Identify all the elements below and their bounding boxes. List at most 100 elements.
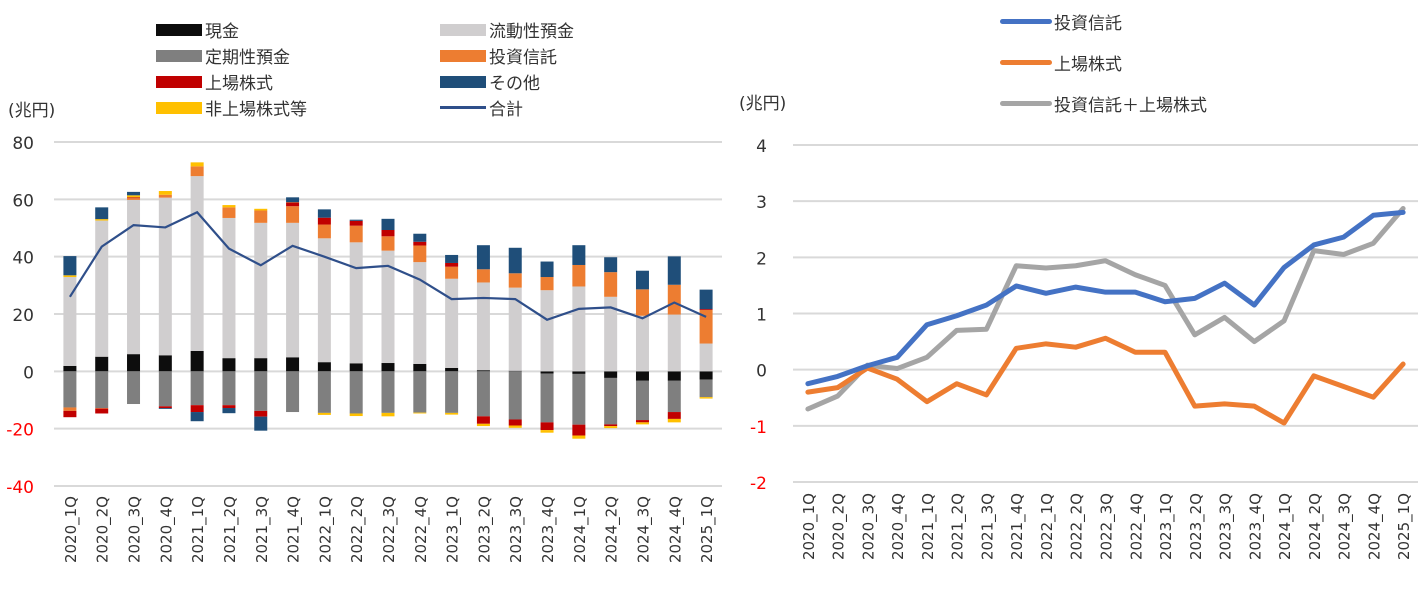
bar-segment-investment-trust: [190, 166, 204, 177]
bar-segment-investment-trust: [476, 269, 490, 283]
bar-segment-cash: [699, 371, 713, 380]
left-y-unit-label: (兆円): [8, 101, 56, 121]
right-y-unit-label: (兆円): [739, 94, 787, 114]
legend-swatch-investment-trust-line: [1000, 19, 1052, 24]
bar-segment-others: [508, 247, 522, 274]
legend-swatch-listed-stocks-line: [1000, 60, 1052, 65]
investment-trust-line: [805, 209, 1406, 387]
bar-segment-time-deposit: [508, 371, 522, 420]
legend-item-unlisted-stocks: 非上場株式等: [156, 95, 307, 120]
bar-segment-unlisted-stocks: [667, 418, 681, 423]
legend-item-combined-line: 投資信託＋上場株式: [1000, 91, 1207, 116]
bar-segment-unlisted-stocks: [254, 208, 268, 211]
x-tick-label: 2020_4Q: [157, 496, 176, 563]
x-tick-label: 2020_2Q: [94, 496, 113, 563]
bar-segment-unlisted-stocks: [95, 219, 109, 221]
bar-segment-listed-stocks: [572, 424, 586, 436]
legend-item-total: 合計: [440, 95, 523, 120]
y-tick-label: 0: [23, 363, 34, 383]
bar-segment-time-deposit: [63, 371, 77, 408]
bar-segment-others: [699, 289, 713, 310]
bar-segment-listed-stocks: [540, 422, 554, 431]
bar-segment-liquid-deposit: [667, 314, 681, 372]
bar-segment-others: [317, 209, 331, 218]
bar-segment-listed-stocks: [381, 230, 395, 237]
bar-segment-time-deposit: [158, 371, 172, 407]
bar-segment-cash: [95, 356, 109, 372]
x-tick-label: 2024_4Q: [1365, 493, 1384, 560]
legend-label: 上場株式: [1054, 55, 1122, 75]
bar-segment-unlisted-stocks: [317, 412, 331, 415]
bar-segment-others: [667, 256, 681, 285]
listed-stocks-line: [805, 335, 1406, 426]
bar-segment-listed-stocks: [699, 309, 713, 310]
x-tick-label: 2021_3Q: [978, 493, 997, 560]
bar-segment-investment-trust: [127, 198, 141, 200]
bar-segment-investment-trust: [604, 272, 618, 297]
y-tick-label: 3: [756, 193, 767, 213]
x-tick-label: 2022_3Q: [380, 496, 399, 563]
bar-segment-cash: [476, 370, 490, 372]
legend-label: 流動性預金: [489, 22, 574, 42]
legend-label: その他: [489, 74, 540, 94]
x-tick-label: 2022_4Q: [1127, 493, 1146, 560]
legend-label: 投資信託: [489, 48, 557, 68]
bar-segment-liquid-deposit: [604, 296, 618, 372]
bar-segment-time-deposit: [572, 373, 586, 425]
bar-segment-liquid-deposit: [445, 278, 459, 368]
y-tick-label: -2: [750, 474, 767, 494]
y-tick-label: -40: [6, 478, 34, 498]
bar-segment-cash: [572, 371, 586, 374]
bar-segment-liquid-deposit: [254, 222, 268, 359]
bar-segment-investment-trust: [286, 206, 300, 223]
bar-segment-investment-trust: [413, 245, 427, 263]
bar-segment-others: [286, 197, 300, 203]
x-tick-label: 2021_3Q: [253, 496, 272, 563]
bar-segment-listed-stocks: [254, 410, 268, 417]
bar-segment-cash: [635, 371, 649, 381]
x-tick-label: 2022_1Q: [1038, 493, 1057, 560]
y-tick-label: 0: [756, 362, 767, 382]
legend-swatch-others: [440, 75, 486, 88]
bar-segment-unlisted-stocks: [635, 422, 649, 425]
bar-segment-time-deposit: [127, 371, 141, 405]
bar-segment-cash: [508, 370, 522, 372]
bar-segment-liquid-deposit: [508, 287, 522, 371]
bar-segment-investment-trust: [540, 277, 554, 291]
bar-segment-unlisted-stocks: [604, 426, 618, 429]
y-tick-label: 20: [12, 306, 34, 326]
left-chart-panel: (兆円) 現金 流動性預金 定期性預金 投資信託 上場株式 その他 非上場株式等…: [6, 17, 722, 563]
bar-segment-liquid-deposit: [381, 250, 395, 364]
bar-segment-liquid-deposit: [699, 343, 713, 372]
bar-segment-unlisted-stocks: [381, 412, 395, 417]
bar-segment-others: [476, 245, 490, 270]
bar-segment-unlisted-stocks: [190, 162, 204, 167]
bar-segment-time-deposit: [317, 371, 331, 413]
legend-swatch-listed-stocks: [156, 75, 202, 88]
bar-segment-cash: [540, 371, 554, 374]
bar-segment-liquid-deposit: [540, 290, 554, 372]
bar-segment-unlisted-stocks: [222, 205, 236, 208]
bar-segment-listed-stocks: [413, 241, 427, 246]
bar-segment-liquid-deposit: [476, 282, 490, 371]
bar-segment-unlisted-stocks: [349, 413, 363, 417]
legend-swatch-cash: [156, 23, 202, 36]
x-tick-label: 2020_1Q: [62, 496, 81, 563]
y-tick-label: -1: [750, 418, 767, 438]
x-tick-label: 2025_1Q: [1395, 493, 1414, 560]
x-tick-label: 2021_2Q: [949, 493, 968, 560]
legend-item-others: その他: [440, 69, 540, 94]
legend-swatch-investment-trust: [440, 49, 486, 62]
bar-segment-unlisted-stocks: [508, 425, 522, 428]
bar-segment-time-deposit: [254, 371, 268, 411]
bar-segment-cash: [127, 354, 141, 372]
x-tick-label: 2021_4Q: [1008, 493, 1027, 560]
bar-segment-listed-stocks: [63, 410, 77, 418]
bar-segment-cash: [222, 358, 236, 372]
x-tick-label: 2023_1Q: [1157, 493, 1176, 560]
bar-segment-others: [63, 256, 77, 276]
legend-swatch-liquid-deposit: [440, 23, 486, 36]
bar-segment-cash: [317, 362, 331, 372]
legend-item-cash: 現金: [156, 17, 239, 42]
bar-segment-cash: [667, 371, 681, 381]
